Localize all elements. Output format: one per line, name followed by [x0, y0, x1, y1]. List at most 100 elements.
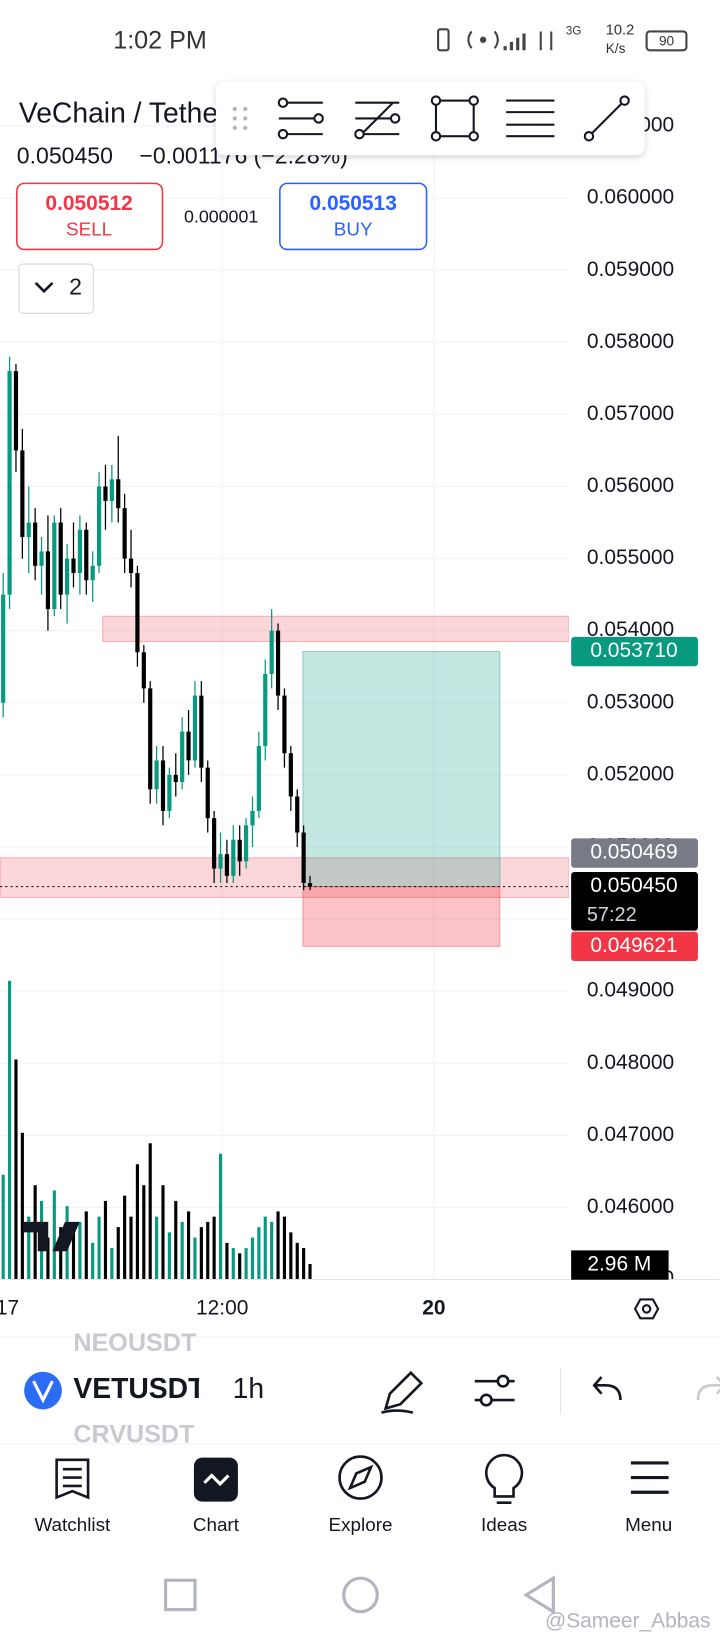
candle-body — [58, 522, 63, 595]
candle-body — [269, 630, 274, 674]
net-speed-unit: K/s — [606, 41, 626, 56]
candle-body — [33, 522, 38, 566]
watchlist-icon[interactable] — [55, 1458, 90, 1500]
volume-bar — [206, 1221, 210, 1280]
time-label: 20 — [422, 1296, 445, 1319]
stop-area — [302, 886, 501, 947]
candle-body — [218, 854, 223, 869]
signal-icon — [503, 33, 526, 51]
buy-label: BUY — [334, 219, 373, 240]
volume-bar — [250, 1237, 255, 1280]
volume-bar — [123, 1195, 127, 1280]
interval[interactable]: 1h — [233, 1372, 264, 1404]
y-tick-label: 0.048000 — [587, 1051, 674, 1074]
plot — [0, 356, 570, 1280]
home[interactable] — [342, 1576, 379, 1614]
buy-button[interactable] — [279, 182, 428, 251]
last-price: 0.050450 — [17, 142, 113, 168]
y-tick-label: 0.056000 — [587, 474, 674, 497]
lines-tool[interactable] — [506, 99, 555, 138]
redo[interactable] — [696, 1376, 720, 1401]
candle-body — [52, 522, 57, 610]
y-tick-label: 0.057000 — [587, 402, 674, 425]
chevron — [34, 282, 54, 294]
candle-body — [243, 825, 249, 862]
volume-bar — [276, 1211, 280, 1280]
nav-label[interactable]: Watchlist — [34, 1514, 111, 1535]
candle-body — [65, 558, 70, 595]
volume-bar — [46, 1237, 50, 1280]
candle-body — [13, 371, 19, 451]
volume-bar — [97, 1216, 101, 1280]
y-tick-label: 0.049000 — [587, 979, 674, 1002]
y-tick-label: 0.054000 — [587, 618, 674, 641]
price-marker — [571, 931, 698, 962]
sell-label: SELL — [66, 219, 112, 240]
undo[interactable] — [592, 1376, 622, 1401]
volume-bar — [257, 1227, 261, 1280]
candle-body — [224, 854, 230, 876]
price-marker-label: 0.050450 — [590, 874, 677, 897]
clock: 1:02 PM — [113, 27, 207, 55]
symbol-bar: NEOUSDT VETUSDT CRVUSDT 1h — [0, 1329, 720, 1448]
back[interactable] — [523, 1575, 555, 1615]
candle-body — [237, 839, 242, 862]
indicators-toggle[interactable] — [18, 263, 94, 314]
draw-icon[interactable] — [381, 1370, 424, 1414]
candle-body — [148, 688, 153, 790]
battery — [645, 30, 688, 52]
candle-body — [275, 630, 281, 696]
volume-bar — [27, 1216, 31, 1280]
volume-bar — [231, 1248, 235, 1280]
settings-icon[interactable] — [633, 1298, 660, 1320]
gann-tool[interactable] — [355, 101, 400, 136]
candle-body — [122, 508, 127, 559]
hotspot-icon — [467, 30, 499, 49]
recents[interactable] — [164, 1578, 197, 1612]
volume-bar — [33, 1185, 37, 1280]
sell-price: 0.050512 — [45, 192, 132, 215]
volume-bar — [282, 1216, 287, 1280]
volume-bar — [142, 1185, 146, 1280]
y-tick-label: 0.053000 — [587, 690, 674, 713]
vibrate-icon — [437, 28, 450, 52]
rectangle-tool[interactable] — [434, 99, 475, 138]
battery-level: 90 — [659, 34, 675, 49]
buy-price: 0.050513 — [310, 192, 397, 215]
candle-body — [180, 731, 185, 783]
symbol[interactable]: VETUSDT — [73, 1372, 205, 1404]
menu-icon[interactable] — [630, 1461, 669, 1494]
price-marker — [571, 838, 698, 868]
candle-body — [71, 558, 76, 574]
volume-bar — [238, 1253, 242, 1280]
volume-bar — [186, 1211, 191, 1280]
candle-body — [192, 695, 198, 761]
y-tick-label: 0.046000 — [587, 1195, 674, 1218]
volume-bar — [225, 1242, 229, 1280]
y-tick-label: 0.052000 — [587, 762, 674, 785]
symbol-title: VeChain / Tether — [19, 97, 228, 129]
explore-icon[interactable] — [338, 1455, 383, 1500]
sell-button[interactable] — [16, 182, 164, 251]
price-marker — [571, 871, 698, 931]
ideas-icon[interactable] — [484, 1453, 524, 1505]
volume-bar — [91, 1242, 95, 1280]
nav-label[interactable]: Menu — [625, 1514, 672, 1535]
trendline-tool[interactable] — [588, 99, 626, 137]
candle-body — [1, 594, 6, 703]
nav-label[interactable]: Chart — [193, 1514, 240, 1535]
volume-bar — [155, 1216, 159, 1280]
nav-label[interactable]: Explore — [329, 1514, 393, 1535]
candle-body — [160, 760, 166, 811]
volume-bar — [129, 1216, 133, 1280]
volume-bar — [302, 1248, 306, 1280]
candle-body — [301, 832, 306, 884]
candle-body — [20, 450, 25, 537]
candle-body — [205, 767, 210, 819]
candle-body — [90, 565, 95, 581]
candle-body — [263, 673, 268, 747]
countdown: 57:22 — [587, 904, 637, 926]
nav-label[interactable]: Ideas — [481, 1514, 527, 1535]
volume-bar — [148, 1143, 152, 1280]
